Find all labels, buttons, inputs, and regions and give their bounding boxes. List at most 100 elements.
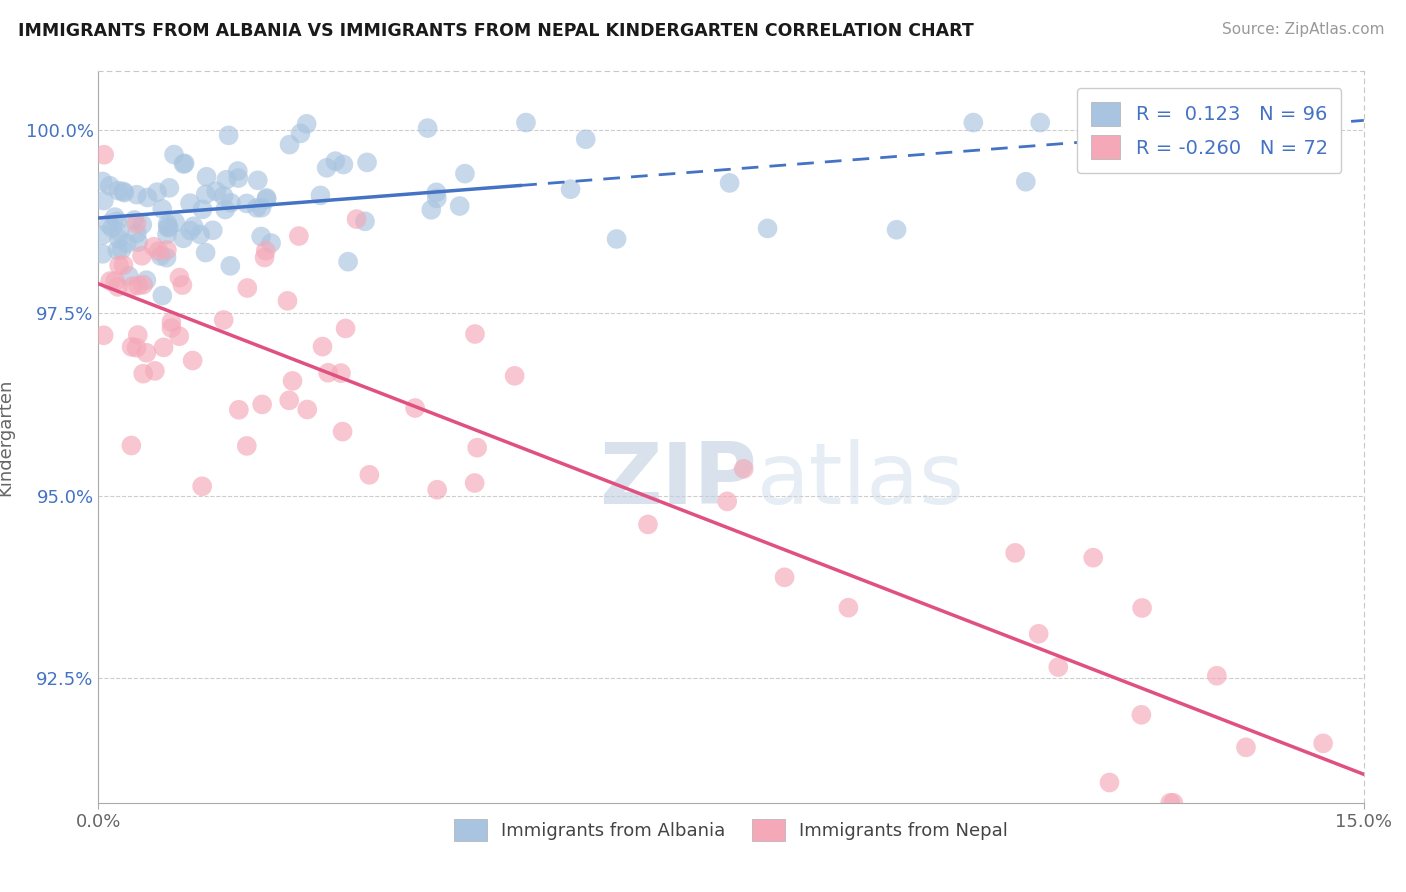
- Point: [156, 220, 179, 235]
- Point: [226, 171, 249, 186]
- Point: [330, 366, 353, 380]
- Point: [1130, 707, 1153, 722]
- Point: [226, 164, 249, 178]
- Point: [281, 374, 304, 388]
- Point: [125, 227, 148, 241]
- Point: [125, 187, 148, 202]
- Point: [503, 368, 526, 383]
- Point: [1004, 546, 1026, 560]
- Point: [115, 236, 138, 251]
- Point: [309, 188, 332, 202]
- Point: [169, 270, 191, 285]
- Point: [1312, 736, 1334, 750]
- Point: [132, 367, 155, 381]
- Point: [146, 185, 169, 199]
- Point: [219, 259, 242, 273]
- Point: [101, 220, 124, 235]
- Point: [124, 213, 146, 227]
- Point: [337, 254, 360, 268]
- Point: [1098, 775, 1121, 789]
- Point: [426, 191, 449, 205]
- Text: ZIP: ZIP: [599, 440, 756, 523]
- Point: [105, 214, 128, 228]
- Point: [98, 274, 121, 288]
- Point: [260, 235, 283, 250]
- Point: [718, 176, 741, 190]
- Point: [290, 127, 312, 141]
- Point: [246, 173, 269, 187]
- Point: [404, 401, 426, 415]
- Point: [1208, 117, 1230, 131]
- Point: [135, 345, 157, 359]
- Point: [1083, 550, 1105, 565]
- Point: [359, 467, 381, 482]
- Point: [218, 128, 240, 143]
- Point: [108, 225, 131, 239]
- Point: [181, 353, 204, 368]
- Point: [91, 247, 114, 261]
- Point: [886, 223, 908, 237]
- Point: [454, 167, 477, 181]
- Point: [606, 232, 628, 246]
- Point: [236, 281, 259, 295]
- Point: [112, 186, 135, 200]
- Point: [311, 340, 333, 354]
- Point: [157, 181, 180, 195]
- Point: [278, 137, 301, 152]
- Point: [219, 195, 242, 210]
- Point: [205, 184, 228, 198]
- Point: [354, 214, 377, 228]
- Point: [325, 154, 347, 169]
- Point: [104, 274, 127, 288]
- Point: [127, 328, 149, 343]
- Point: [346, 212, 368, 227]
- Point: [165, 215, 187, 229]
- Point: [112, 258, 135, 272]
- Point: [108, 259, 131, 273]
- Point: [112, 185, 135, 199]
- Point: [157, 220, 180, 235]
- Point: [295, 117, 318, 131]
- Point: [1159, 796, 1181, 810]
- Point: [121, 340, 143, 354]
- Point: [156, 243, 179, 257]
- Point: [93, 194, 115, 208]
- Point: [163, 147, 186, 161]
- Point: [212, 189, 235, 203]
- Point: [1170, 115, 1192, 129]
- Point: [131, 249, 153, 263]
- Point: [108, 232, 131, 246]
- Point: [105, 244, 128, 258]
- Point: [278, 393, 301, 408]
- Point: [132, 277, 155, 292]
- Point: [160, 315, 183, 329]
- Point: [149, 249, 172, 263]
- Point: [156, 227, 179, 242]
- Point: [107, 280, 129, 294]
- Point: [172, 278, 194, 293]
- Point: [1107, 144, 1129, 158]
- Point: [93, 328, 115, 343]
- Point: [420, 202, 443, 217]
- Point: [191, 202, 214, 217]
- Point: [250, 397, 273, 411]
- Point: [142, 240, 165, 254]
- Point: [194, 245, 217, 260]
- Point: [464, 475, 486, 490]
- Point: [1161, 796, 1184, 810]
- Point: [256, 191, 278, 205]
- Point: [426, 483, 449, 497]
- Point: [118, 268, 141, 283]
- Point: [98, 178, 121, 193]
- Point: [136, 190, 159, 204]
- Point: [316, 366, 339, 380]
- Point: [297, 402, 319, 417]
- Point: [1234, 740, 1257, 755]
- Point: [215, 172, 238, 186]
- Point: [97, 217, 120, 231]
- Point: [172, 231, 194, 245]
- Point: [716, 494, 738, 508]
- Point: [201, 223, 224, 237]
- Text: atlas: atlas: [756, 440, 965, 523]
- Text: IMMIGRANTS FROM ALBANIA VS IMMIGRANTS FROM NEPAL KINDERGARTEN CORRELATION CHART: IMMIGRANTS FROM ALBANIA VS IMMIGRANTS FR…: [18, 22, 974, 40]
